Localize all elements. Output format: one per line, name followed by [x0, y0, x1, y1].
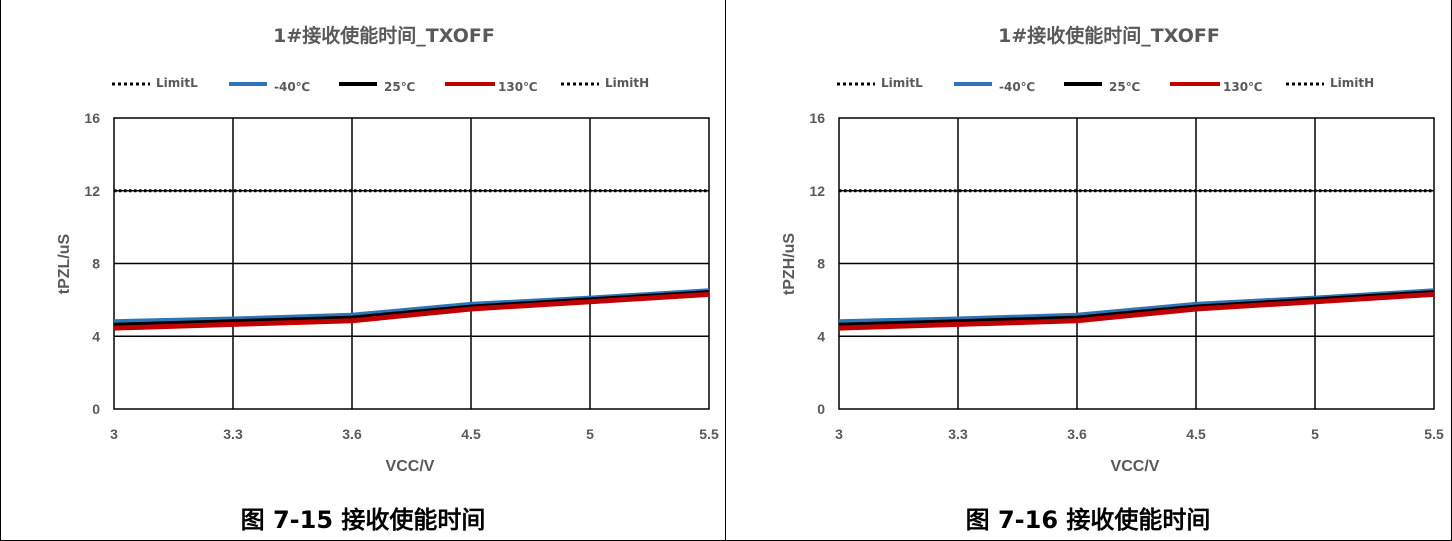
x-tick-label: 4.5 — [1186, 426, 1206, 442]
x-axis-label: VCC/V — [1111, 458, 1160, 475]
y-tick-label: 8 — [817, 256, 825, 272]
panel-divider — [725, 0, 726, 541]
x-tick-label: 4.5 — [461, 426, 481, 442]
y-tick-label: 4 — [92, 328, 100, 344]
series-line-130c — [838, 291, 1435, 331]
chart-1: 1#接收使能时间_TXOFF LimitL -40℃ 25℃ 130℃ LimitH 0 4 8… — [56, 24, 719, 475]
x-tick-label: 5.5 — [699, 426, 719, 442]
y-axis-label: tPZL/uS — [56, 233, 73, 294]
legend-label-25c: 25℃ — [1109, 80, 1140, 94]
y-tick-label: 8 — [92, 256, 100, 272]
chart-title: 1#接收使能时间_TXOFF — [998, 24, 1220, 47]
chart-title: 1#接收使能时间_TXOFF — [273, 24, 495, 47]
legend-entry-25c: 25℃ — [1064, 80, 1140, 94]
x-tick-label: 3.3 — [948, 426, 968, 442]
x-tick-label: 5.5 — [1424, 426, 1444, 442]
x-tick-label: 5 — [586, 426, 594, 442]
y-tick-label: 0 — [817, 401, 825, 417]
x-tick-label: 5 — [1311, 426, 1319, 442]
legend-label-m40: -40℃ — [999, 80, 1035, 94]
figure-caption-2: 图 7-16 接收使能时间 — [965, 506, 1211, 534]
x-axis-label: VCC/V — [386, 458, 435, 475]
y-tick-label: 4 — [817, 328, 825, 344]
series-line-130c — [113, 291, 710, 331]
y-tick-label: 12 — [84, 183, 100, 199]
x-tick-label: 3.6 — [1067, 426, 1087, 442]
x-tick-label: 3.3 — [223, 426, 243, 442]
y-axis-label: tPZH/uS — [781, 233, 798, 296]
y-tick-label: 16 — [84, 110, 100, 126]
x-tick-label: 3 — [110, 426, 118, 442]
legend-entry-25c: 25℃ — [339, 80, 415, 94]
legend-label-limitl: LimitL — [156, 76, 198, 90]
figure-caption-1: 图 7-15 接收使能时间 — [240, 506, 486, 534]
legend-label-130c: 130℃ — [1223, 80, 1263, 94]
x-tick-label: 3 — [835, 426, 843, 442]
legend-label-limitl: LimitL — [881, 76, 923, 90]
legend-entry-limitl: LimitL — [837, 76, 923, 90]
legend-label-limith: LimitH — [605, 76, 649, 90]
chart-2: 1#接收使能时间_TXOFF LimitL -40℃ 25℃ 130℃ LimitH 0 4 8… — [781, 24, 1444, 475]
legend-label-m40: -40℃ — [274, 80, 310, 94]
legend-entry-130c: 130℃ — [445, 80, 538, 94]
y-tick-label: 16 — [809, 110, 825, 126]
chart-panel-1: 1#接收使能时间_TXOFF LimitL -40℃ 25℃ 130℃ LimitH 0 4 8… — [1, 0, 725, 541]
legend-entry-limith: LimitH — [1286, 76, 1374, 90]
y-tick-label: 0 — [92, 401, 100, 417]
y-tick-label: 12 — [809, 183, 825, 199]
legend-label-limith: LimitH — [1330, 76, 1374, 90]
legend-entry-limitl: LimitL — [112, 76, 198, 90]
legend-entry-limith: LimitH — [561, 76, 649, 90]
legend-entry-m40: -40℃ — [954, 80, 1035, 94]
legend-label-130c: 130℃ — [498, 80, 538, 94]
chart-panel-2: 1#接收使能时间_TXOFF LimitL -40℃ 25℃ 130℃ LimitH 0 4 8… — [726, 0, 1450, 541]
legend-label-25c: 25℃ — [384, 80, 415, 94]
legend-entry-130c: 130℃ — [1170, 80, 1263, 94]
x-tick-label: 3.6 — [342, 426, 362, 442]
legend-entry-m40: -40℃ — [229, 80, 310, 94]
